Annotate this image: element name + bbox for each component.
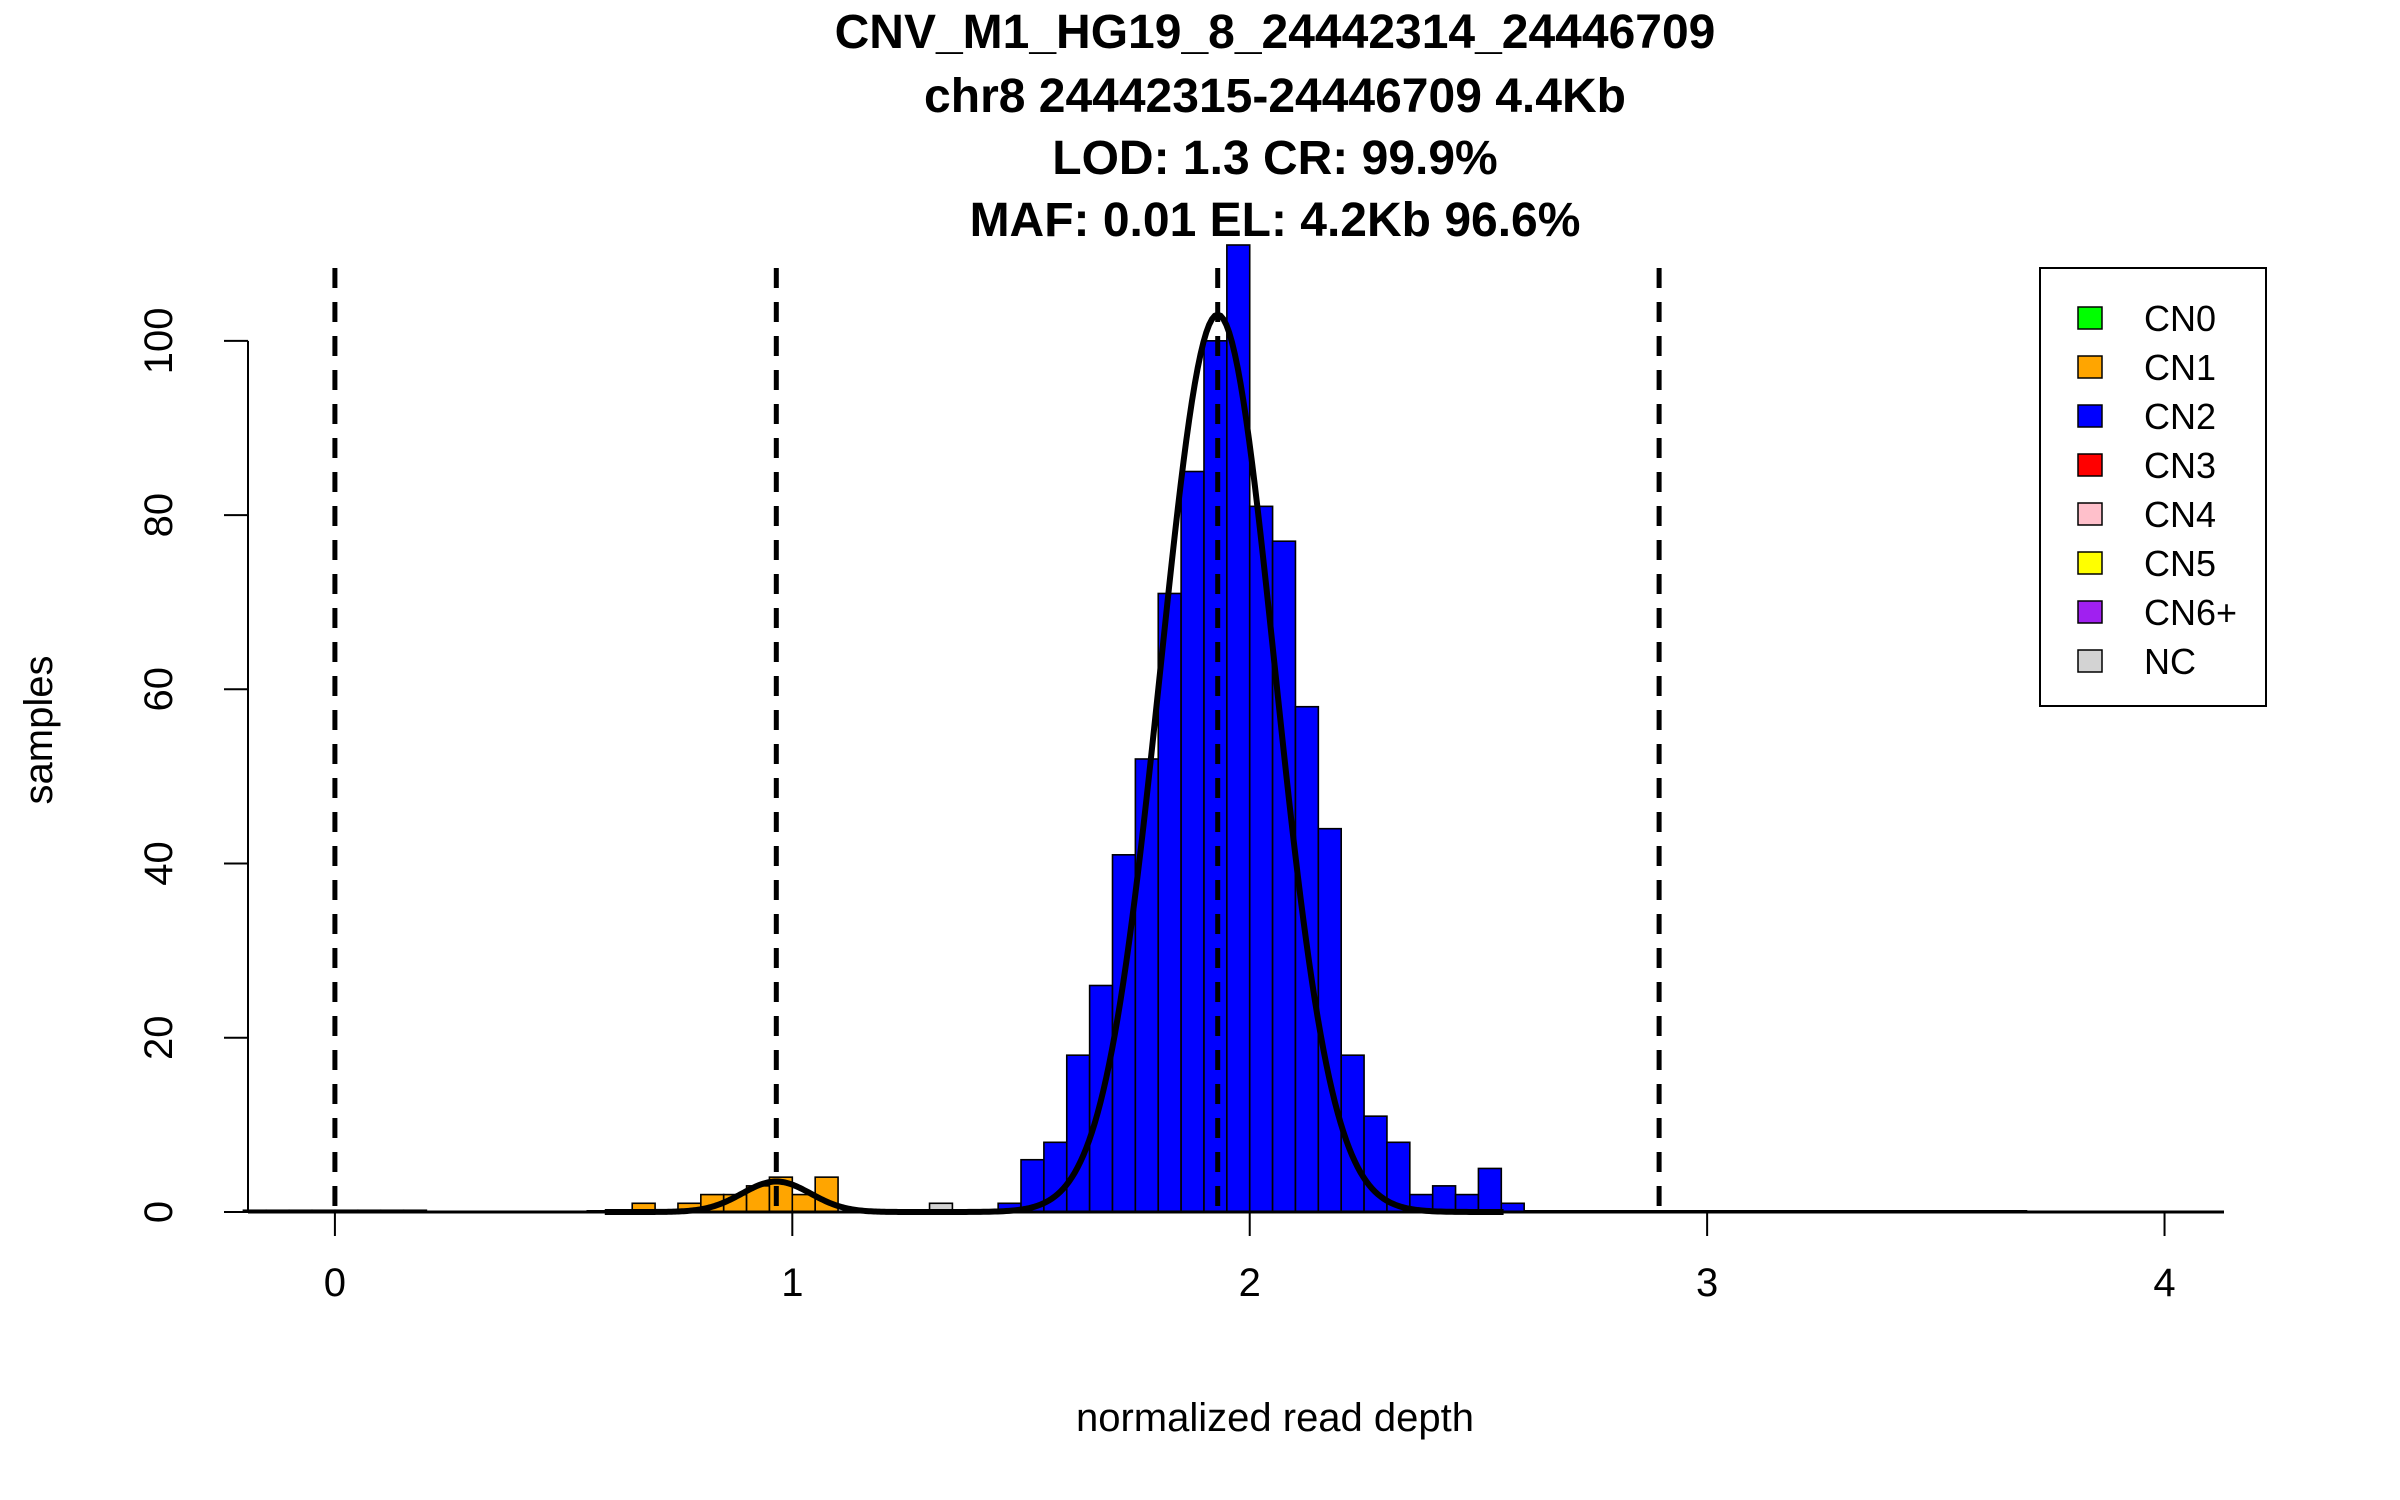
y-axis-label: samples: [17, 656, 61, 805]
legend-swatch: [2077, 600, 2103, 624]
y-tick-label: 20: [137, 1016, 181, 1061]
histogram-bar: [1271, 540, 1297, 1213]
legend-swatch: [2077, 404, 2103, 428]
histogram-bar: [1157, 592, 1182, 1213]
x-axis-label: normalized read depth: [1076, 1396, 1474, 1440]
histogram-bar: [1477, 1167, 1503, 1213]
fit-curves: [604, 311, 1504, 1215]
legend-label: CN5: [2144, 543, 2216, 584]
x-tick-label: 2: [1239, 1261, 1261, 1305]
y-tick-label: 0: [137, 1201, 181, 1223]
title-line-1: CNV_M1_HG19_8_24442314_24446709: [835, 6, 1716, 59]
title-line-3: LOD: 1.3 CR: 99.9%: [1052, 132, 1497, 185]
title-line-2: chr8 24442315-24446709 4.4Kb: [924, 70, 1626, 123]
histogram-bar: [1431, 1185, 1457, 1213]
x-tick-label: 3: [1696, 1261, 1718, 1305]
legend-swatch: [2077, 551, 2103, 575]
histogram-bar: [1134, 758, 1160, 1213]
y-tick-label: 60: [137, 667, 181, 712]
chart-title: CNV_M1_HG19_8_24442314_24446709 chr8 244…: [835, 6, 1716, 247]
legend-label: CN2: [2144, 396, 2216, 437]
legend-swatch: [2077, 502, 2103, 526]
legend-swatch: [2077, 355, 2103, 379]
title-line-4: MAF: 0.01 EL: 4.2Kb 96.6%: [970, 194, 1581, 247]
x-tick-label: 0: [324, 1261, 346, 1305]
histogram-bar: [1317, 827, 1343, 1213]
legend-label: CN4: [2144, 494, 2216, 535]
legend-swatch: [2077, 306, 2103, 330]
legend-label: NC: [2144, 641, 2196, 682]
x-tick-label: 4: [2153, 1261, 2175, 1305]
copy-number-thresholds: [332, 268, 1662, 1212]
y-tick-label: 80: [137, 493, 181, 538]
legend-label: CN3: [2144, 445, 2216, 486]
legend-box: [2039, 267, 2267, 707]
y-tick-label: 40: [137, 841, 181, 886]
histogram-bars: [242, 244, 1525, 1213]
histogram-bar: [1065, 1054, 1091, 1213]
legend-swatch: [2077, 649, 2103, 673]
histogram-bar: [1203, 340, 1228, 1213]
legend-label: CN0: [2144, 298, 2216, 339]
histogram-bar: [1226, 244, 1251, 1213]
histogram-bar: [1180, 470, 1205, 1213]
legend: CN0 CN1 CN2 CN3 CN4 CN5 CN6+ NC: [2039, 267, 2267, 707]
legend-swatch: [2077, 453, 2103, 477]
x-tick-label: 1: [781, 1261, 803, 1305]
y-tick-label: 100: [137, 307, 181, 374]
legend-label: CN1: [2144, 347, 2216, 388]
legend-label: CN6+: [2144, 592, 2237, 633]
